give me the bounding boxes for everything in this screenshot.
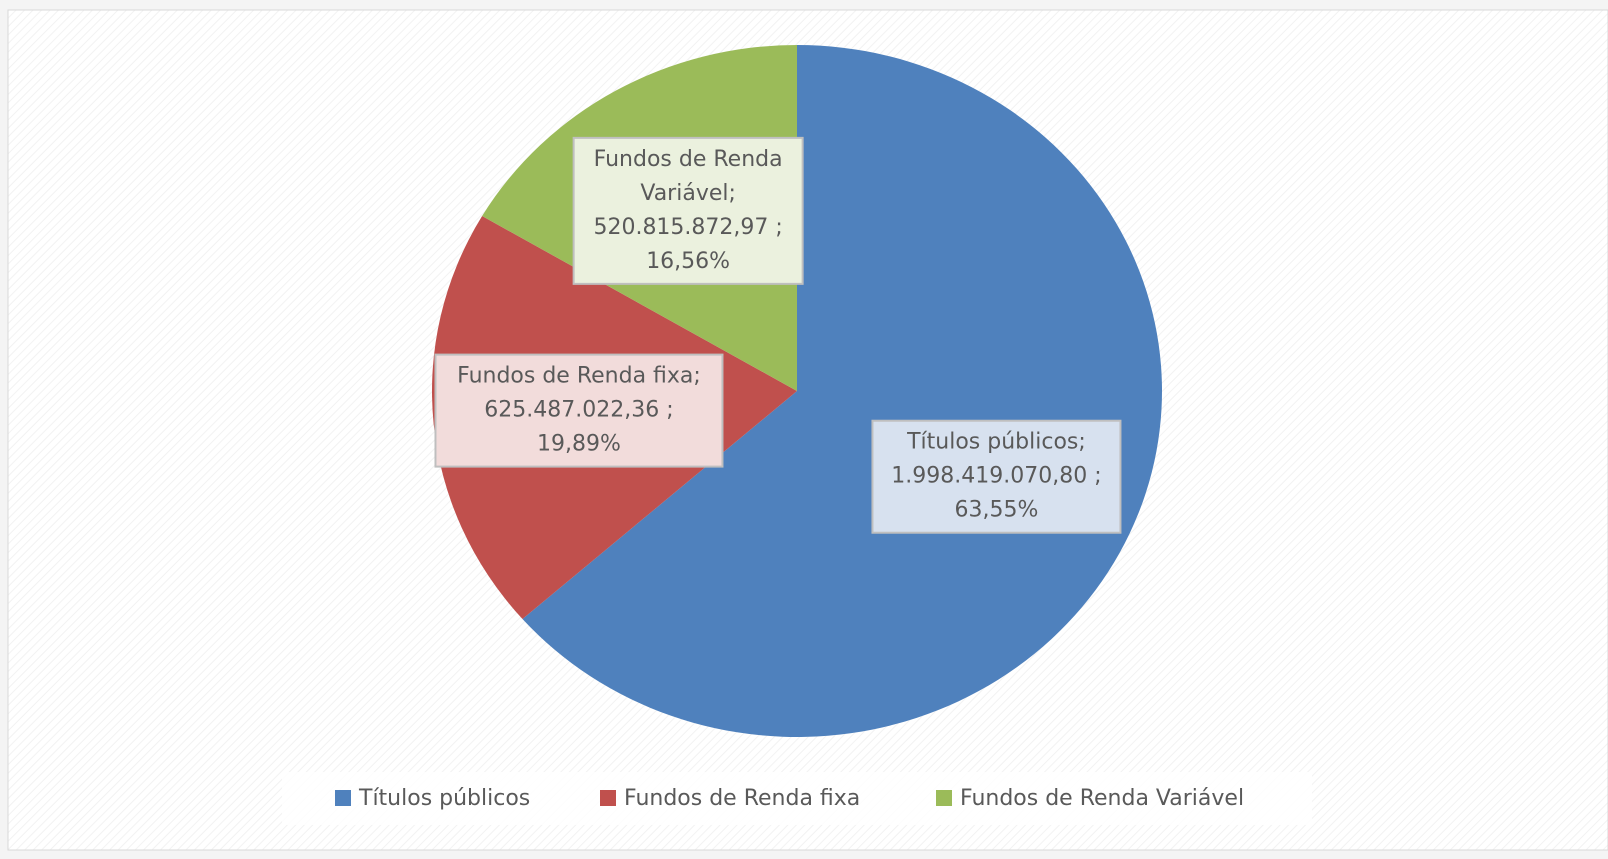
legend-label: Títulos públicos <box>358 786 530 811</box>
data-label-name: Títulos públicos; <box>906 430 1086 455</box>
data-label-value: 1.998.419.070,80 ; <box>891 464 1101 489</box>
data-label-box <box>572 136 804 285</box>
legend-label: Fundos de Renda fixa <box>624 786 860 811</box>
data-label-percent: 19,89% <box>537 432 621 457</box>
legend-swatch <box>335 790 351 806</box>
data-label-name: Variável; <box>640 181 736 206</box>
data-label-box <box>871 419 1122 534</box>
data-label-value: 625.487.022,36 ; <box>484 398 673 423</box>
legend-background <box>282 772 1312 825</box>
legend-label: Fundos de Renda Variável <box>960 786 1244 811</box>
legend-swatch <box>936 790 952 806</box>
legend-swatch <box>600 790 616 806</box>
data-label-value: 520.815.872,97 ; <box>593 215 782 240</box>
data-label-name: Fundos de Renda fixa; <box>457 364 701 389</box>
pie-slice <box>522 45 1163 737</box>
data-label-box <box>434 353 724 468</box>
data-label-percent: 16,56% <box>646 249 730 274</box>
data-label-percent: 63,55% <box>955 498 1039 523</box>
data-label-name: Fundos de Renda <box>594 147 783 172</box>
